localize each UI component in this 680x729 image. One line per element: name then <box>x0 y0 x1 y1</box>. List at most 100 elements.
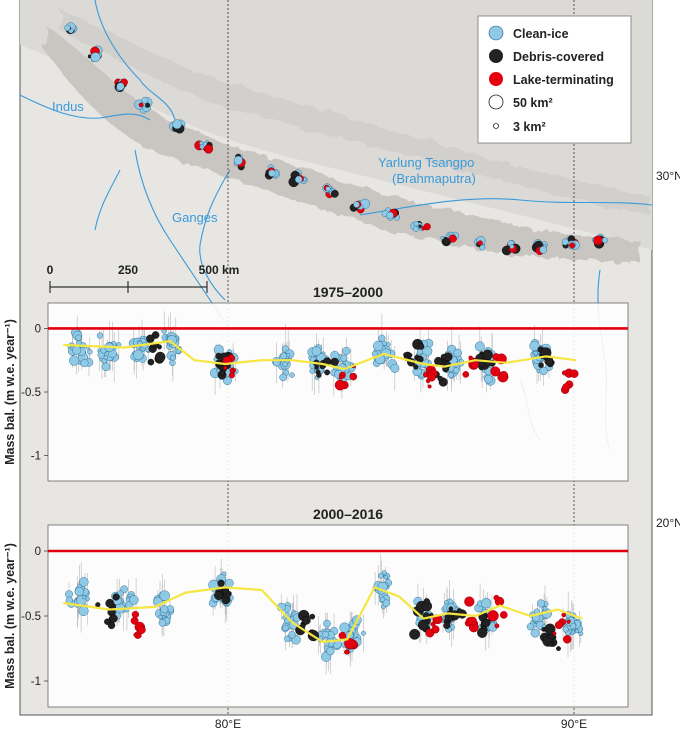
chart-panel-2000-2016: 2000–2016 Mass bal. (m w.e. year⁻¹) 0 -0.5 -… <box>3 506 629 708</box>
chart-point <box>101 362 111 372</box>
map-glacier-dot <box>64 24 71 32</box>
legend-marker-clean-ice <box>488 25 504 41</box>
chart-point <box>284 635 291 642</box>
map-glacier-dot <box>479 244 486 251</box>
map-glacier-dot <box>509 244 515 249</box>
chart-point <box>499 371 508 380</box>
ridge-shading <box>60 10 650 215</box>
scale-tick-500: 500 km <box>199 263 240 277</box>
chart-point <box>385 342 391 347</box>
chart-point <box>440 353 447 360</box>
chart-point <box>74 586 84 597</box>
chart-point <box>566 619 571 624</box>
lat-label-20n: 20°N <box>656 516 680 530</box>
chart-trend-line <box>63 340 577 371</box>
chart-point <box>453 367 460 374</box>
chart-point <box>417 343 425 350</box>
indus-river <box>94 0 176 121</box>
chart-point <box>301 615 311 625</box>
chart-point <box>214 591 224 601</box>
chart-point <box>286 352 291 358</box>
chart-point <box>540 347 552 359</box>
chart-point <box>133 349 144 360</box>
chart-point <box>448 606 454 612</box>
chart-point <box>574 629 579 634</box>
chart-trend-line <box>63 586 583 644</box>
chart-point <box>456 608 463 614</box>
chart-point <box>137 625 146 634</box>
chart-point <box>79 577 89 587</box>
chart-ylabel: Mass bal. (m w.e. year⁻¹) <box>3 543 17 689</box>
map-glacier-dot <box>138 102 144 108</box>
chart-point <box>494 623 500 629</box>
chart-point <box>561 612 567 618</box>
chart-point <box>562 626 569 633</box>
chart-point <box>103 355 109 360</box>
map-glacier-dot <box>442 237 451 245</box>
legend-label-lake: Lake-terminating <box>513 73 614 87</box>
chart-point <box>154 351 166 363</box>
chart-panel-1975-2000: 1975–2000 Mass bal. (m w.e. year⁻¹) 0 -0.5 -… <box>3 284 629 482</box>
map-glacier-dot <box>295 175 303 184</box>
map-glacier-dot <box>593 235 603 246</box>
chart-point <box>482 618 491 627</box>
map-glacier-dot <box>421 226 426 231</box>
chart-point <box>340 354 348 362</box>
chart-point <box>530 628 540 638</box>
chart-point <box>219 370 226 376</box>
chart-point <box>80 359 89 368</box>
chart-point <box>323 619 331 628</box>
chart-point <box>484 374 493 384</box>
chart-point <box>453 348 462 358</box>
chart-point <box>533 350 538 356</box>
chart-point <box>413 364 419 370</box>
chart-point <box>480 598 492 609</box>
chart-point <box>217 579 225 587</box>
map-glacier-dot <box>90 52 101 63</box>
map-glacier-dot <box>353 201 360 208</box>
map-glacier-dot <box>145 102 151 108</box>
river-label-ganges: Ganges <box>172 210 218 225</box>
scale-tick-250: 250 <box>118 263 138 277</box>
chart-point <box>316 372 322 378</box>
chart-point <box>570 369 579 378</box>
legend-marker-3km2 <box>493 123 499 129</box>
chart-ytick-label: -1 <box>31 451 41 463</box>
chart-point <box>493 594 500 601</box>
chart-point <box>544 623 556 635</box>
chart-point <box>361 630 366 636</box>
chart-point <box>339 622 350 633</box>
chart-point <box>228 372 235 379</box>
chart-point <box>129 595 139 605</box>
chart-point <box>105 598 115 608</box>
chart-point <box>159 590 170 601</box>
chart-point <box>289 372 295 378</box>
chart-point <box>470 361 479 370</box>
chart-point <box>109 614 118 623</box>
chart-point <box>537 599 546 608</box>
chart-point <box>146 334 155 343</box>
map-glacier-dot <box>561 238 569 246</box>
chart-title: 2000–2016 <box>313 506 383 522</box>
map-glacier-dot <box>141 96 149 104</box>
chart-point <box>431 625 440 634</box>
chart-point <box>487 610 499 622</box>
chart-point <box>423 598 430 605</box>
chart-point <box>229 368 235 373</box>
chart-point <box>147 358 155 366</box>
chart-point <box>334 379 346 391</box>
chart-point <box>382 599 391 607</box>
chart-point <box>158 614 163 620</box>
chart-point <box>482 349 493 360</box>
chart-point <box>417 619 429 631</box>
chart-point <box>422 346 433 357</box>
chart-point <box>223 365 228 370</box>
legend-label-50km2: 50 km² <box>513 96 553 110</box>
chart-point <box>338 374 344 380</box>
chart-point <box>342 347 351 356</box>
chart-point <box>381 570 387 576</box>
chart-point <box>166 335 177 346</box>
chart-point <box>133 632 138 638</box>
chart-point <box>447 372 454 379</box>
chart-point <box>72 345 82 355</box>
